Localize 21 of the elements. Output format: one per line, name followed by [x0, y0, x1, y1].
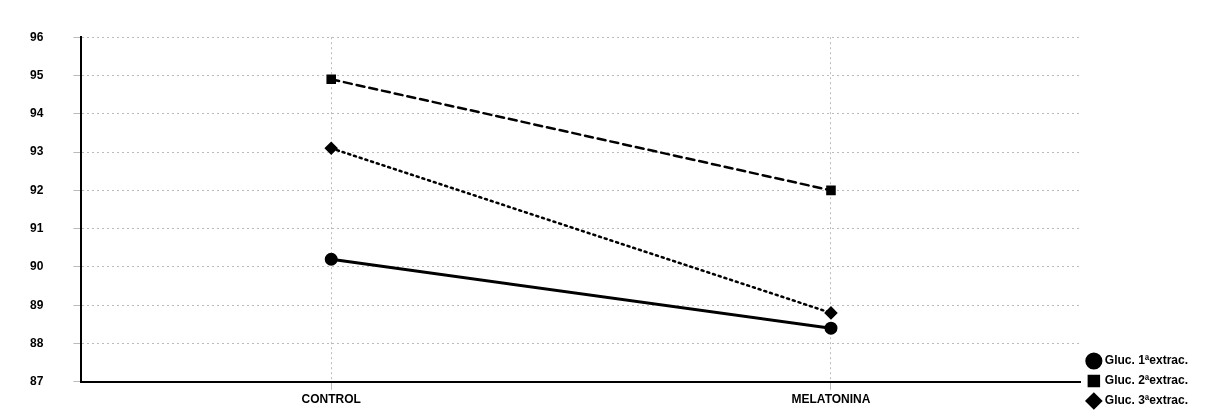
- y-tick-label: 87: [29, 374, 44, 389]
- x-tick-label: MELATONINA: [791, 392, 871, 407]
- point: [324, 141, 338, 155]
- point: [326, 74, 337, 85]
- y-tick-label: 94: [29, 106, 44, 121]
- y-tick-label: 92: [29, 182, 44, 197]
- y-tick-label: 89: [29, 297, 44, 312]
- legend-label: Gluc. 3ªextrac.: [1104, 393, 1189, 408]
- point: [324, 252, 338, 266]
- y-tick-label: 88: [29, 335, 44, 350]
- legend-label: Gluc. 1ªextrac.: [1104, 353, 1189, 368]
- y-tick-label: 93: [29, 144, 44, 159]
- x-tick-label: CONTROL: [301, 392, 361, 407]
- legend-label: Gluc. 2ªextrac.: [1104, 373, 1189, 388]
- y-tick-label: 96: [29, 29, 44, 44]
- y-tick-label: 90: [29, 259, 44, 274]
- point: [824, 306, 838, 320]
- point: [824, 321, 838, 335]
- y-tick-label: 95: [29, 67, 44, 82]
- point: [826, 185, 836, 196]
- y-tick-label: 91: [29, 220, 44, 235]
